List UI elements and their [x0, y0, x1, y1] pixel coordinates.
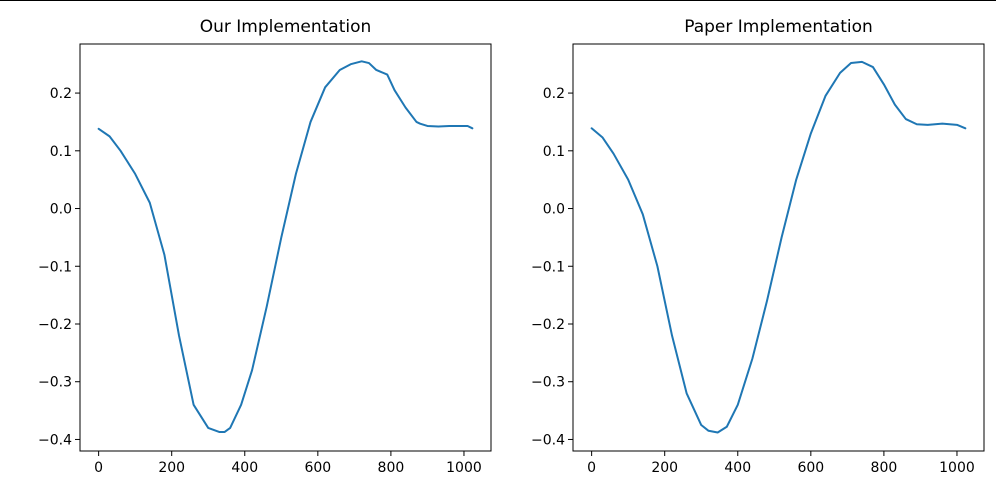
- y-tick-label: −0.3: [38, 375, 72, 391]
- x-tick-label: 1000: [446, 460, 482, 476]
- x-tick-label: 200: [651, 460, 678, 476]
- x-tick-label: 400: [231, 460, 258, 476]
- x-tick-label: 0: [94, 460, 103, 476]
- y-tick-label: 0.0: [50, 202, 72, 218]
- x-tick-label: 800: [378, 460, 405, 476]
- y-tick-label: −0.2: [531, 317, 565, 333]
- y-tick-label: 0.1: [50, 144, 72, 160]
- y-tick-label: −0.4: [38, 432, 72, 448]
- x-tick-label: 600: [797, 460, 824, 476]
- x-tick-label: 200: [158, 460, 185, 476]
- y-tick-label: 0.0: [543, 202, 565, 218]
- y-tick-label: −0.3: [531, 375, 565, 391]
- y-tick-label: −0.1: [531, 259, 565, 275]
- top-border: [0, 0, 996, 1]
- axes-frame: [572, 43, 985, 452]
- y-tick-label: −0.1: [38, 259, 72, 275]
- x-tick-label: 400: [724, 460, 751, 476]
- x-tick-label: 0: [587, 460, 596, 476]
- y-tick-label: 0.1: [543, 144, 565, 160]
- y-tick-label: −0.4: [531, 432, 565, 448]
- series-line-0: [590, 60, 967, 434]
- y-tick-label: 0.2: [50, 86, 72, 102]
- chart-our-implementation: Our Implementation 0 200 400 600 800 1000 −0.4…: [38, 17, 492, 476]
- y-tick-label: 0.2: [543, 86, 565, 102]
- axes-frame: [79, 43, 492, 452]
- x-tick-label: 1000: [939, 460, 975, 476]
- series-line-0: [97, 60, 474, 433]
- chart-title: Our Implementation: [200, 17, 372, 37]
- y-tick-label: −0.2: [38, 317, 72, 333]
- x-tick-label: 800: [871, 460, 898, 476]
- chart-title: Paper Implementation: [684, 17, 873, 37]
- chart-paper-implementation: Paper Implementation 0 200 400 600 800 1000 −0…: [531, 17, 985, 476]
- x-tick-label: 600: [304, 460, 331, 476]
